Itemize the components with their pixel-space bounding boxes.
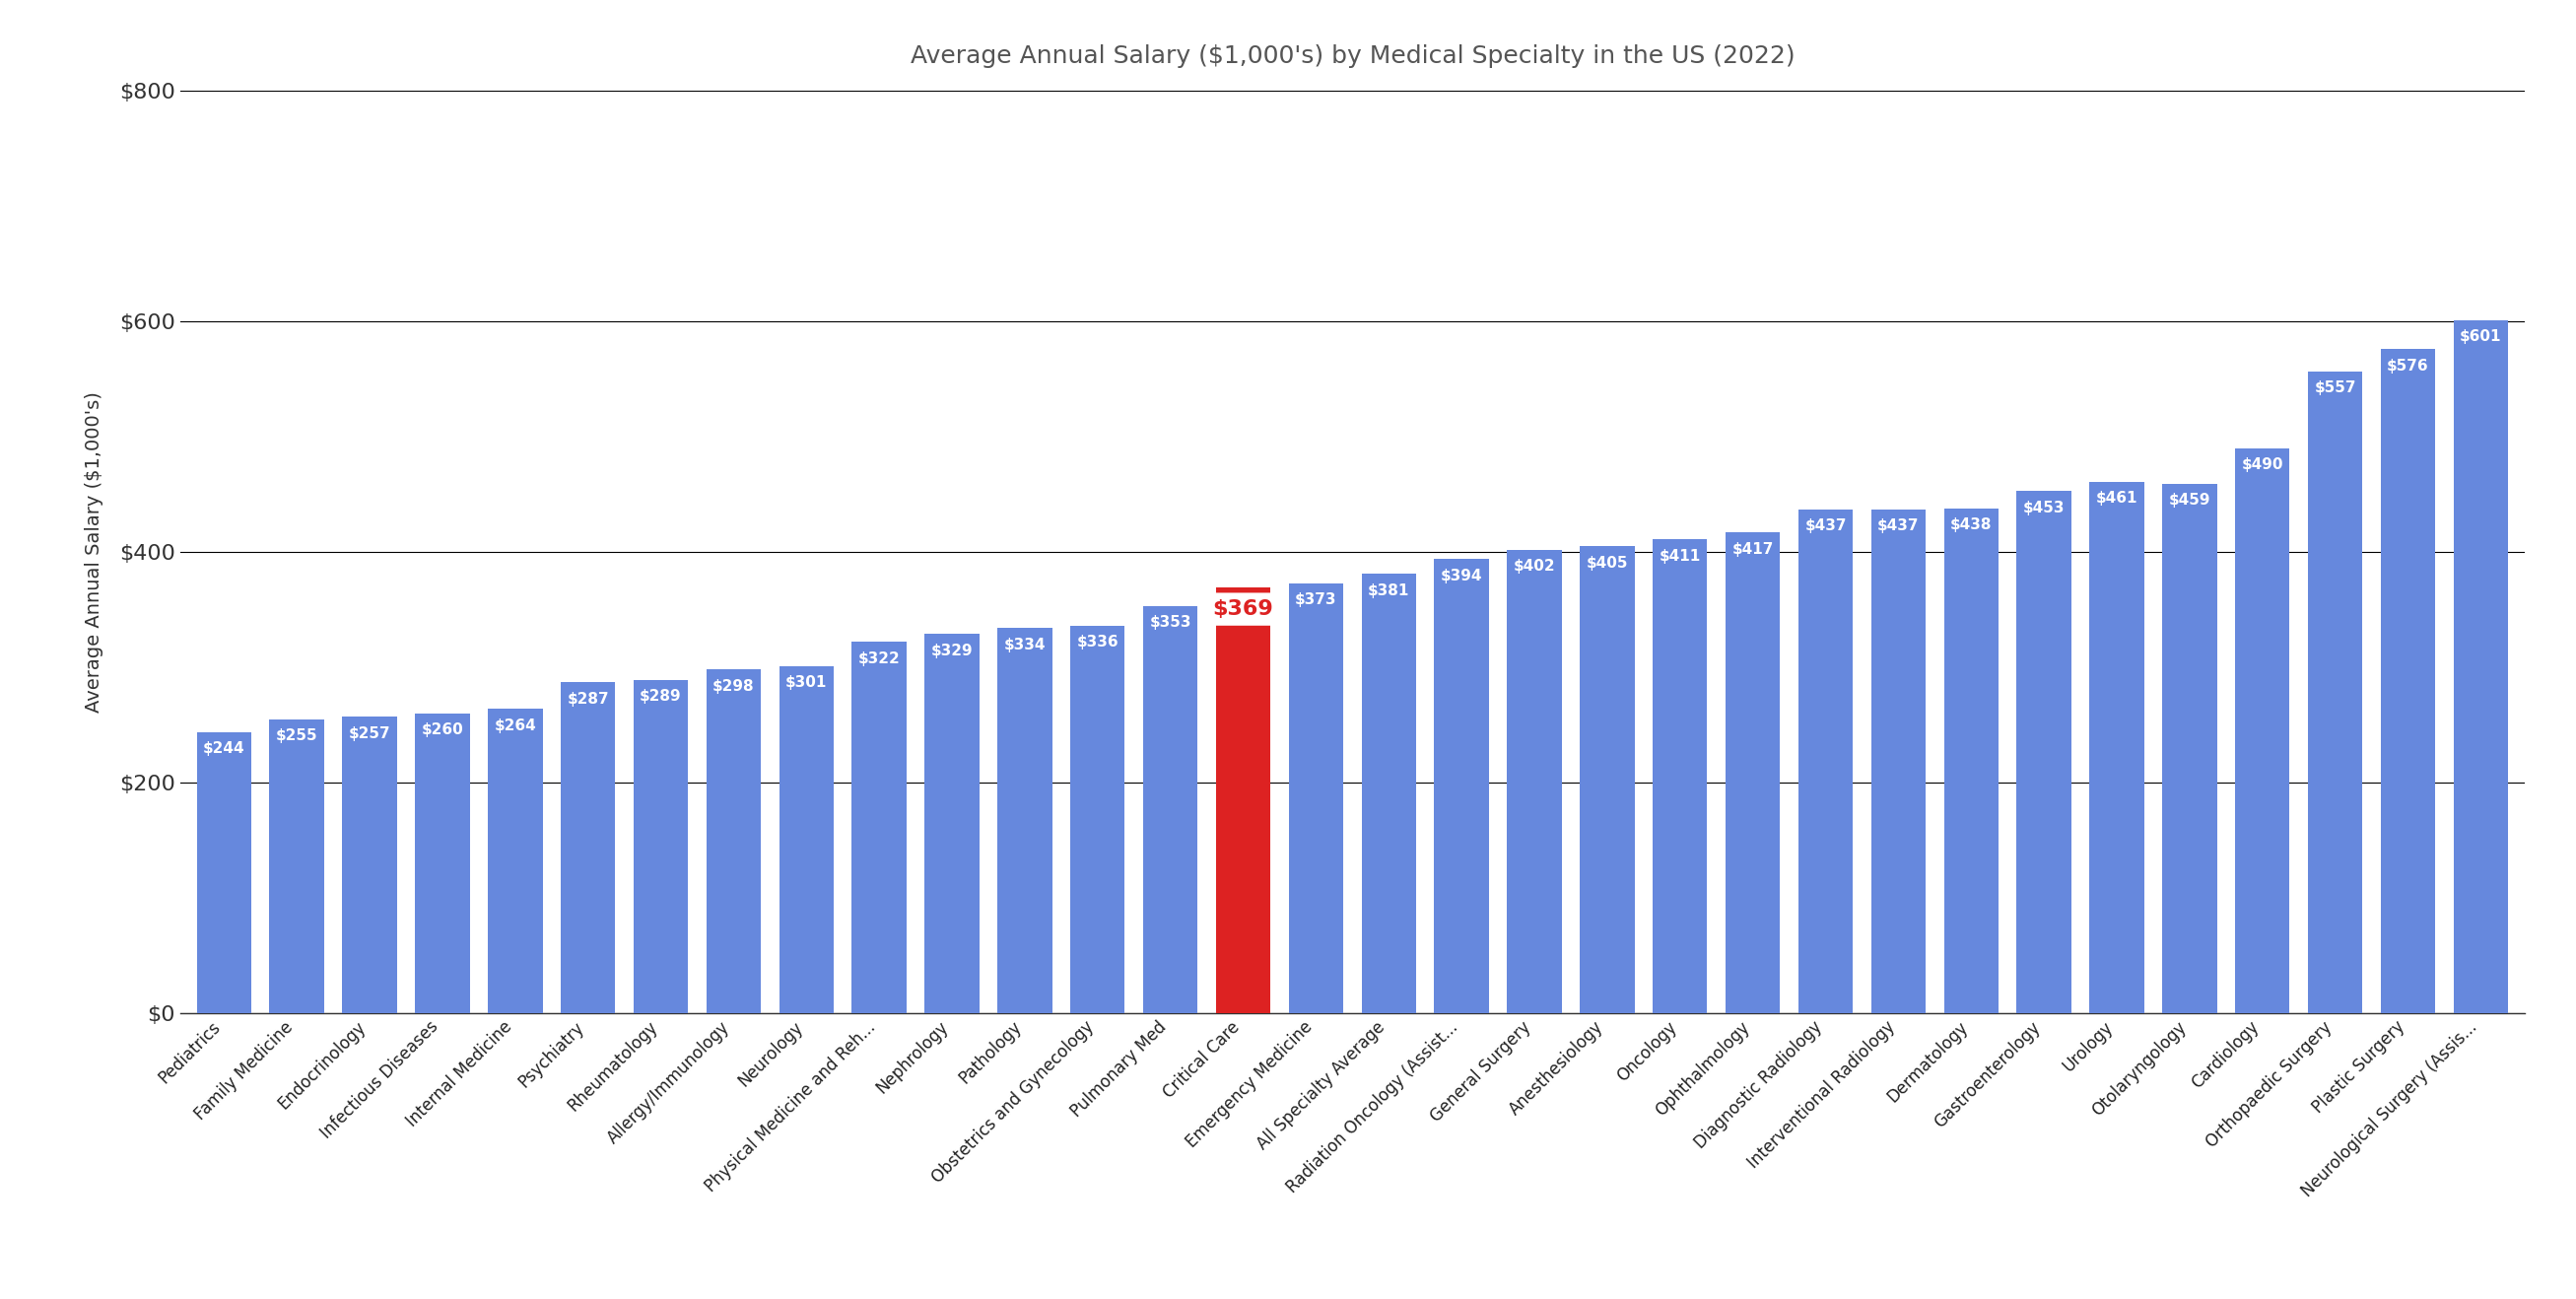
Text: $244: $244: [204, 742, 245, 756]
Text: $301: $301: [786, 675, 827, 690]
Bar: [562, 682, 616, 1013]
Bar: [1144, 607, 1198, 1013]
Bar: [2308, 372, 2362, 1013]
Text: $601: $601: [2460, 330, 2501, 344]
Bar: [1654, 539, 1708, 1013]
Text: $257: $257: [348, 726, 392, 740]
Text: $334: $334: [1005, 638, 1046, 652]
Text: $264: $264: [495, 718, 536, 733]
Text: $453: $453: [2022, 500, 2066, 514]
Bar: [2380, 349, 2434, 1013]
Text: $329: $329: [930, 643, 974, 657]
Bar: [2236, 448, 2290, 1013]
Text: $373: $373: [1296, 592, 1337, 607]
Bar: [1288, 583, 1342, 1013]
Text: $576: $576: [2388, 359, 2429, 373]
Bar: [1069, 626, 1126, 1013]
Bar: [2017, 491, 2071, 1013]
Text: $557: $557: [2313, 381, 2357, 395]
Bar: [778, 666, 835, 1013]
Y-axis label: Average Annual Salary ($1,000's): Average Annual Salary ($1,000's): [85, 391, 103, 713]
Bar: [1798, 509, 1852, 1013]
Bar: [487, 709, 544, 1013]
Text: $490: $490: [2241, 457, 2282, 473]
Bar: [1870, 509, 1927, 1013]
Bar: [1726, 533, 1780, 1013]
Bar: [853, 642, 907, 1013]
Text: $461: $461: [2097, 491, 2138, 505]
Bar: [2161, 485, 2218, 1013]
Bar: [1435, 559, 1489, 1013]
Text: $411: $411: [1659, 548, 1700, 564]
Text: $438: $438: [1950, 517, 1991, 533]
Bar: [343, 717, 397, 1013]
Text: $322: $322: [858, 651, 899, 666]
Bar: [1507, 549, 1561, 1013]
Text: $287: $287: [567, 691, 608, 707]
Text: $255: $255: [276, 729, 317, 743]
Text: $260: $260: [422, 722, 464, 738]
Text: $437: $437: [1806, 518, 1847, 534]
Text: $289: $289: [639, 690, 683, 704]
Text: $417: $417: [1731, 542, 1775, 556]
Text: $298: $298: [714, 679, 755, 694]
Bar: [634, 681, 688, 1013]
Bar: [2452, 321, 2509, 1013]
Text: $437: $437: [1878, 518, 1919, 534]
Text: $405: $405: [1587, 556, 1628, 570]
Bar: [706, 670, 760, 1013]
Text: $402: $402: [1512, 559, 1556, 574]
Text: $459: $459: [2169, 494, 2210, 508]
Text: $353: $353: [1149, 616, 1190, 630]
Bar: [997, 629, 1051, 1013]
Text: $381: $381: [1368, 583, 1409, 598]
Text: $336: $336: [1077, 635, 1118, 650]
Bar: [1945, 508, 1999, 1013]
Title: Average Annual Salary ($1,000's) by Medical Specialty in the US (2022): Average Annual Salary ($1,000's) by Medi…: [909, 45, 1795, 69]
Bar: [1363, 574, 1417, 1013]
Bar: [925, 634, 979, 1013]
Bar: [415, 713, 469, 1013]
Bar: [270, 720, 325, 1013]
Bar: [1579, 547, 1636, 1013]
Bar: [1216, 588, 1270, 1013]
Text: $394: $394: [1440, 568, 1484, 583]
Bar: [196, 731, 252, 1013]
Bar: [2089, 482, 2143, 1013]
Text: $369: $369: [1213, 599, 1273, 620]
